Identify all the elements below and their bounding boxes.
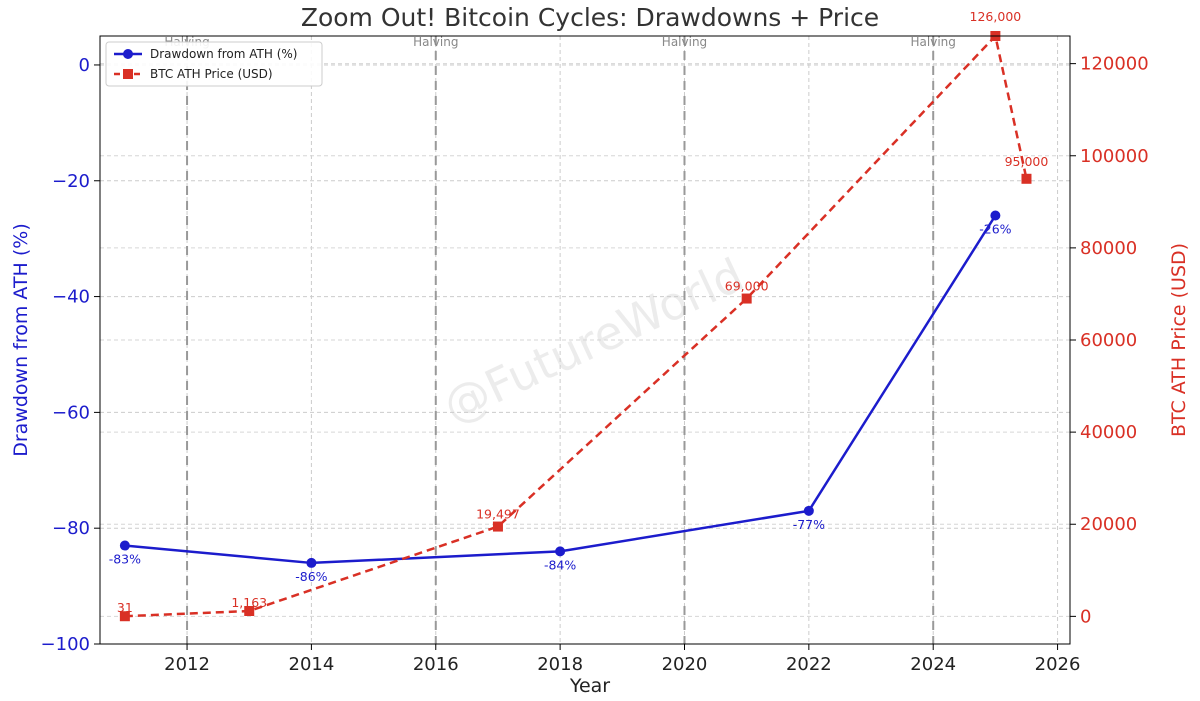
price-data-label: 126,000 <box>970 9 1022 24</box>
x-axis-label: Year <box>569 675 610 697</box>
y-left-tick-label: 0 <box>79 55 90 76</box>
halving-label: Halving <box>911 35 956 49</box>
drawdown-point <box>803 505 814 516</box>
legend-drawdown-label: Drawdown from ATH (%) <box>150 47 298 61</box>
legend: Drawdown from ATH (%) BTC ATH Price (USD) <box>105 41 323 87</box>
y-axis-left-label: Drawdown from ATH (%) <box>10 223 32 457</box>
price-point <box>741 293 752 304</box>
halving-label: Halving <box>413 35 458 49</box>
drawdown-point <box>990 210 1001 221</box>
drawdown-data-label: -86% <box>295 569 327 584</box>
y-left-tick-label: −20 <box>52 171 90 192</box>
drawdown-point <box>555 546 566 557</box>
legend-box <box>105 41 323 87</box>
x-tick-label: 2020 <box>662 654 708 675</box>
y-left-tick-label: −40 <box>52 287 90 308</box>
drawdown-data-label: -26% <box>979 222 1011 237</box>
legend-drawdown-marker <box>123 49 133 59</box>
y-right-tick-label: 120000 <box>1080 54 1149 75</box>
chart-title: Zoom Out! Bitcoin Cycles: Drawdowns + Pr… <box>301 3 879 32</box>
series-layer: -83% -86% -84% -77% -26% 31 1,163 19,497 69,000 1… <box>109 9 1049 622</box>
y-right-tick-label: 0 <box>1080 606 1091 627</box>
x-tick-label: 2022 <box>786 654 832 675</box>
price-point <box>244 606 255 617</box>
y-axis-right-label: BTC ATH Price (USD) <box>1168 243 1190 437</box>
halving-label: Halving <box>662 35 707 49</box>
price-point <box>1021 173 1032 184</box>
x-tick-label: 2016 <box>413 654 459 675</box>
drawdown-data-label: -84% <box>544 557 576 572</box>
y-left-tick-label: −60 <box>52 402 90 423</box>
x-tick-label: 2012 <box>164 654 210 675</box>
y-left-tick-label: −80 <box>52 518 90 539</box>
grid <box>100 36 1070 645</box>
x-tick-label: 2024 <box>910 654 956 675</box>
y-right-tick-label: 100000 <box>1080 146 1149 167</box>
drawdown-data-label: -77% <box>793 517 825 532</box>
price-data-label: 19,497 <box>476 507 520 522</box>
drawdown-point <box>306 557 317 568</box>
y-right-tick-label: 80000 <box>1080 238 1137 259</box>
price-point <box>119 611 130 622</box>
drawdown-point <box>119 540 130 551</box>
price-data-label: 95,000 <box>1005 154 1049 169</box>
price-data-label: 1,163 <box>231 595 267 610</box>
axes: 2012 2014 2016 2018 2020 2022 2024 2026 0 −20 −40 −… <box>41 54 1149 675</box>
price-data-label: 31 <box>117 600 133 615</box>
x-tick-label: 2018 <box>537 654 583 675</box>
legend-price-label: BTC ATH Price (USD) <box>150 67 273 81</box>
price-data-label: 69,000 <box>725 279 769 294</box>
price-line <box>124 33 1028 618</box>
legend-price-marker <box>123 69 133 79</box>
price-point <box>492 521 503 532</box>
y-left-tick-label: −100 <box>41 634 90 655</box>
x-tick-label: 2014 <box>289 654 335 675</box>
x-tick-label: 2026 <box>1035 654 1081 675</box>
y-right-tick-label: 60000 <box>1080 330 1137 351</box>
y-right-tick-label: 20000 <box>1080 514 1137 535</box>
y-right-tick-label: 40000 <box>1080 422 1137 443</box>
drawdown-data-label: -83% <box>109 552 141 567</box>
